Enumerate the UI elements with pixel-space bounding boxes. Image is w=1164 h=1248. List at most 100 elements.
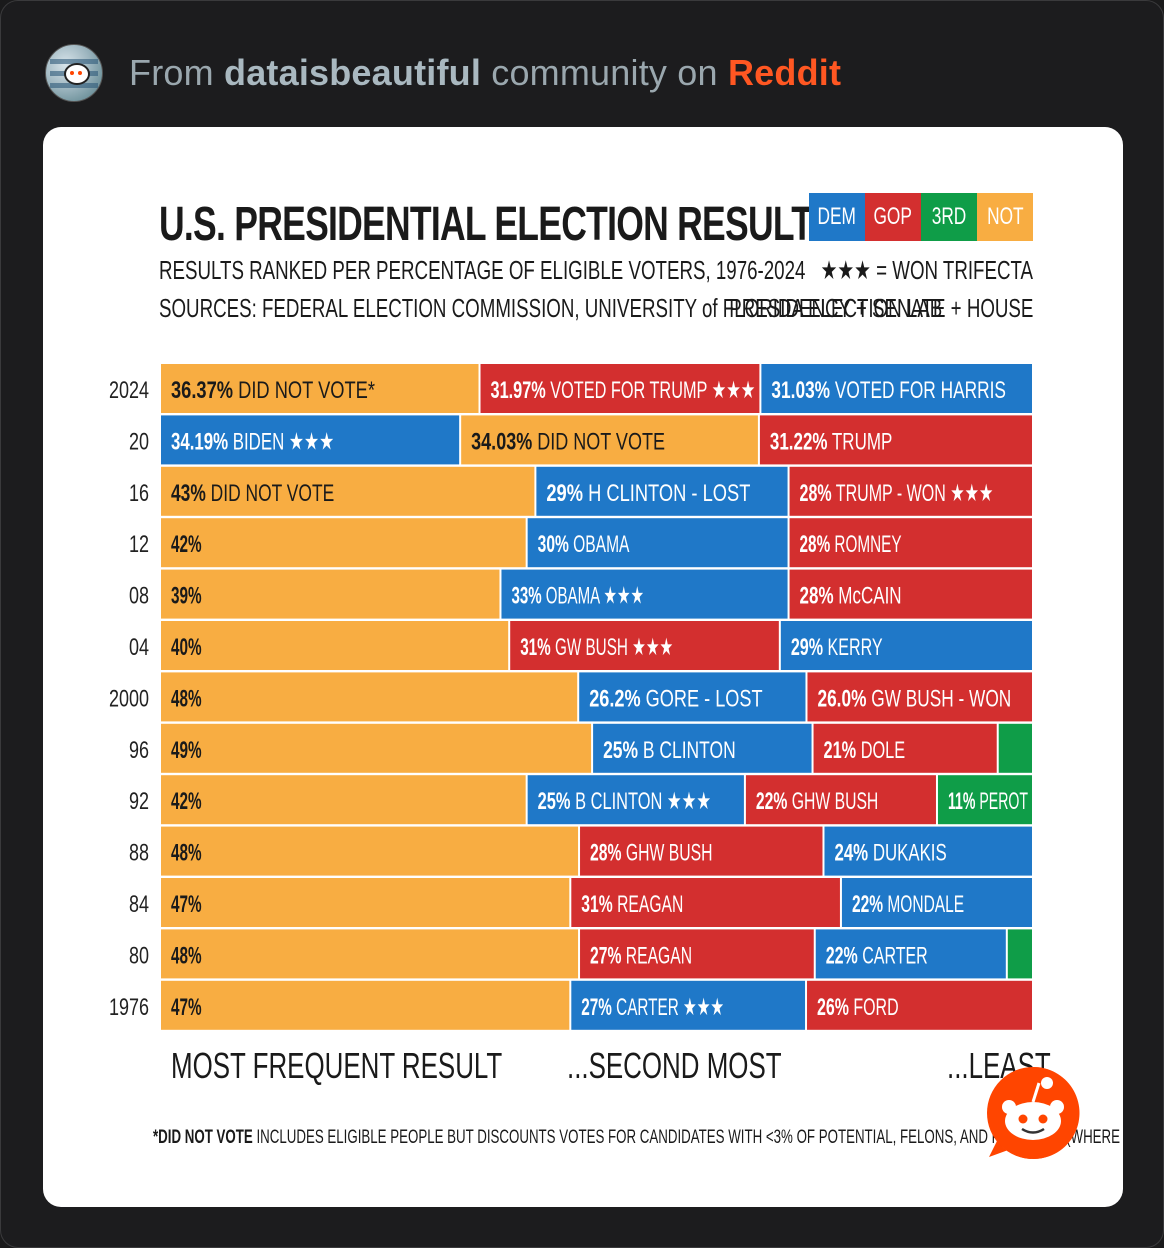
community-avatar[interactable] bbox=[45, 44, 103, 102]
segment-label: 43% DID NOT VOTE bbox=[171, 480, 334, 507]
segment-label: 31% GW BUSH ★★★ bbox=[520, 634, 673, 661]
bar-segment-not bbox=[161, 775, 526, 825]
segment-label: 42% bbox=[171, 531, 202, 558]
legend: DEM GOP 3RD NOT bbox=[809, 193, 1033, 241]
bar-segment-gop bbox=[745, 775, 936, 825]
legend-dem-label: DEM bbox=[817, 203, 857, 230]
source-prefix: From bbox=[129, 52, 214, 93]
bar-segment-gop bbox=[789, 569, 1032, 619]
segment-label: 28% ROMNEY bbox=[800, 531, 902, 558]
chart-subtitle: RESULTS RANKED PER PERCENTAGE OF ELIGIBL… bbox=[159, 255, 806, 285]
trifecta-note: ★★★ = WON TRIFECTA bbox=[820, 255, 1033, 285]
footnote: *DID NOT VOTE INCLUDES ELIGIBLE PEOPLE B… bbox=[153, 1127, 1123, 1149]
bar-segment-third bbox=[998, 723, 1032, 773]
bar-segment-not bbox=[161, 364, 479, 413]
bar-segment-dem bbox=[761, 364, 1032, 413]
legend-gop-label: GOP bbox=[873, 203, 913, 230]
segment-label: 22% GHW BUSH bbox=[756, 788, 878, 815]
bar-segment-dem bbox=[527, 775, 744, 825]
year-label: 84 bbox=[129, 891, 149, 918]
year-label: 2000 bbox=[109, 685, 149, 712]
bar-segment-gop bbox=[580, 929, 814, 979]
segment-label: 25% B CLINTON bbox=[603, 737, 736, 764]
year-label: 88 bbox=[129, 840, 149, 867]
segment-label: 48% bbox=[171, 840, 202, 867]
segment-label: 42% bbox=[171, 788, 202, 815]
segment-label: 27% CARTER ★★★ bbox=[581, 994, 724, 1021]
bar-segment-not bbox=[161, 980, 570, 1030]
snoo-icon bbox=[64, 63, 90, 85]
bar-segment-not bbox=[161, 826, 579, 876]
year-label: 08 bbox=[129, 583, 149, 610]
trifecta-detail: PRESIDENCY + SENATE + HOUSE bbox=[728, 293, 1033, 323]
segment-label: 34.19% BIDEN ★★★ bbox=[171, 428, 334, 455]
segment-label: 31.03% VOTED FOR HARRIS bbox=[771, 377, 1006, 404]
segment-label: 27% REAGAN bbox=[590, 942, 692, 969]
bar-segment-third bbox=[937, 775, 1032, 825]
segment-label: 31.22% TRUMP bbox=[770, 428, 892, 455]
segment-label: 48% bbox=[171, 942, 202, 969]
segment-label: 21% DOLE bbox=[824, 737, 906, 764]
year-label: 2024 bbox=[109, 377, 149, 404]
segment-label: 28% TRUMP - WON ★★★ bbox=[800, 480, 994, 507]
bar-segment-gop bbox=[807, 980, 1032, 1030]
year-label: 96 bbox=[129, 737, 149, 764]
bar-segment-dem bbox=[536, 466, 788, 516]
bar-segment-dem bbox=[593, 723, 812, 773]
bar-segment-dem bbox=[841, 878, 1032, 927]
bar-segment-gop bbox=[813, 723, 997, 773]
segment-label: 31.97% VOTED FOR TRUMP ★★★ bbox=[491, 377, 756, 404]
bar-segment-not bbox=[161, 878, 570, 927]
segment-label: 48% bbox=[171, 685, 202, 712]
footnote-bold: *DID NOT VOTE bbox=[153, 1127, 253, 1148]
segment-label: 31% REAGAN bbox=[581, 891, 683, 918]
bottom-label-second: ...SECOND MOST bbox=[567, 1045, 782, 1086]
legend-3rd: 3RD bbox=[921, 193, 977, 241]
bar-segment-gop bbox=[807, 672, 1032, 722]
bar-segment-not bbox=[161, 929, 579, 979]
segment-label: 29% KERRY bbox=[791, 634, 883, 661]
year-label: 1976 bbox=[109, 994, 149, 1021]
legend-gop: GOP bbox=[865, 193, 921, 241]
segment-label: 47% bbox=[171, 994, 202, 1021]
legend-dem: DEM bbox=[809, 193, 865, 241]
bar-segment-gop bbox=[480, 364, 760, 413]
segment-label: 26% FORD bbox=[817, 994, 899, 1021]
bar-segment-dem bbox=[579, 672, 806, 722]
year-label: 92 bbox=[129, 788, 149, 815]
bar-segment-dem bbox=[571, 980, 806, 1030]
segment-label: 22% CARTER bbox=[826, 942, 928, 969]
segment-label: 26.0% GW BUSH - WON bbox=[817, 685, 1011, 712]
bar-segment-not bbox=[161, 672, 578, 722]
bar-segment-third bbox=[1007, 929, 1032, 979]
year-label: 04 bbox=[129, 634, 149, 661]
bar-segment-gop bbox=[510, 621, 779, 670]
segment-label: 24% DUKAKIS bbox=[834, 840, 946, 867]
bar-segment-not bbox=[161, 723, 592, 773]
footnote-text: INCLUDES ELIGIBLE PEOPLE BUT DISCOUNTS V… bbox=[252, 1127, 1123, 1148]
community-link[interactable]: dataisbeautiful bbox=[224, 52, 482, 93]
bar-segment-not bbox=[161, 621, 509, 670]
bar-segment-not bbox=[161, 569, 500, 619]
legend-not: NOT bbox=[977, 193, 1033, 241]
legend-3rd-label: 3RD bbox=[931, 203, 967, 230]
segment-label: 30% OBAMA bbox=[538, 531, 630, 558]
bar-segment-dem bbox=[161, 415, 460, 465]
bottom-label-first: MOST FREQUENT RESULT bbox=[171, 1045, 503, 1086]
segment-label: 29% H CLINTON - LOST bbox=[546, 480, 750, 507]
bar-segment-dem bbox=[824, 826, 1032, 876]
reddit-link[interactable]: Reddit bbox=[727, 52, 842, 93]
bar-segment-not bbox=[161, 466, 535, 516]
bar-segment-gop bbox=[789, 466, 1032, 516]
bar-segment-dem bbox=[815, 929, 1006, 979]
segment-label: 34.03% DID NOT VOTE bbox=[471, 428, 665, 455]
year-label: 12 bbox=[129, 531, 149, 558]
post-header: From dataisbeautiful community on Reddit bbox=[45, 44, 841, 102]
source-line: From dataisbeautiful community on Reddit bbox=[129, 52, 841, 94]
reddit-logo-icon[interactable] bbox=[983, 1063, 1083, 1161]
legend-not-label: NOT bbox=[986, 203, 1024, 230]
bar-segment-dem bbox=[780, 621, 1032, 670]
bar-segment-not bbox=[161, 518, 526, 568]
segment-label: 36.37% DID NOT VOTE* bbox=[171, 377, 375, 404]
